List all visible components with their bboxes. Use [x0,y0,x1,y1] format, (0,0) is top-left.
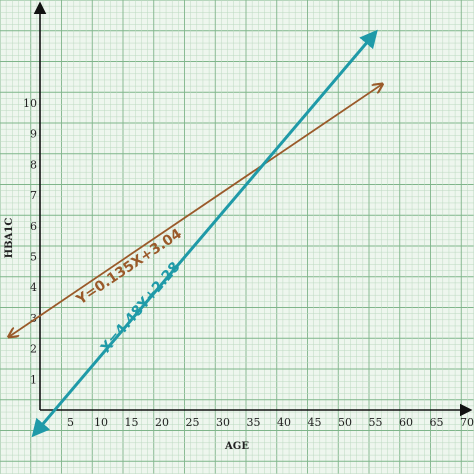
y-axis-title: HBA1C [4,218,15,259]
x-tick-label: 5 [67,416,74,429]
x-tick-label: 25 [186,416,200,429]
y-tick-label: 10 [23,97,37,110]
x-tick-label: 30 [216,416,230,429]
x-axis-title: AGE [224,441,249,452]
x-tick-label: 65 [430,416,444,429]
y-tick-label: 2 [30,343,37,356]
y-tick-label: 5 [30,251,37,264]
y-tick-label: 6 [30,220,37,233]
x-tick-label: 70 [460,416,474,429]
x-tick-label: 35 [247,416,261,429]
x-tick-label: 55 [369,416,383,429]
x-tick-label: 20 [155,416,169,429]
x-tick-label: 50 [338,416,352,429]
x-tick-label: 40 [277,416,291,429]
y-tick-label: 9 [30,128,37,141]
x-tick-label: 60 [399,416,413,429]
x-tick-label: 10 [94,416,108,429]
x-tick-label: 45 [308,416,322,429]
y-tick-label: 8 [30,158,37,171]
x-tick-label: 15 [125,416,139,429]
y-tick-label: 4 [30,281,37,294]
y-tick-label: 7 [30,189,37,202]
y-tick-label: 1 [30,373,37,386]
series-line [31,29,378,438]
